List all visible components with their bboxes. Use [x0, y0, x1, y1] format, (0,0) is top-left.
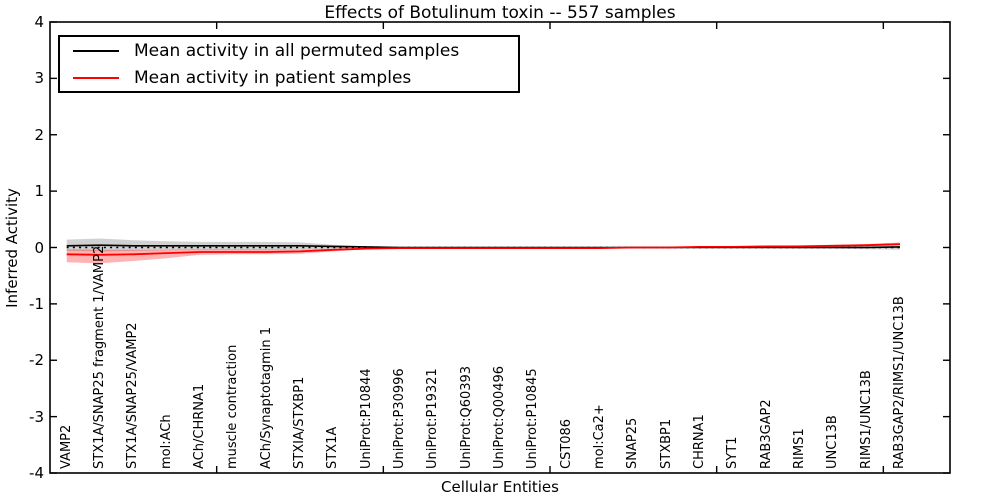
x-category-label: STX1A: [325, 426, 341, 469]
x-category-label: SYT1: [725, 436, 741, 469]
x-category-label: UniProt:Q60393: [458, 365, 474, 469]
legend-entry-permuted: Mean activity in all permuted samples: [60, 37, 518, 64]
chart-title: Effects of Botulinum toxin -- 557 sample…: [324, 3, 676, 23]
legend-entry-patient: Mean activity in patient samples: [60, 64, 518, 91]
y-tick-label: 2: [34, 125, 44, 144]
x-category-label: muscle contraction: [225, 344, 241, 469]
x-category-label: UniProt:P30996: [392, 368, 407, 469]
x-category-label: VAMP2: [58, 424, 74, 469]
x-category-label: UniProt:P10845: [525, 368, 541, 469]
legend: Mean activity in all permuted samples Me…: [58, 35, 520, 93]
y-tick-label: -1: [29, 294, 44, 313]
x-category-label: STX1A/SNAP25/VAMP2: [125, 322, 141, 469]
x-category-label: UniProt:P19321: [425, 368, 441, 469]
x-category-label: mol:ACh: [158, 414, 174, 469]
y-tick-label: -4: [29, 464, 44, 482]
x-category-label: ACh/Synaptotagmin 1: [258, 326, 274, 469]
x-category-label: CHRNA1: [692, 414, 707, 469]
y-tick-label: 4: [34, 13, 44, 31]
x-category-label: UniProt:Q00496: [492, 365, 507, 469]
x-category-label: STXIA/STXBP1: [292, 376, 307, 469]
y-tick-label: 1: [34, 182, 44, 201]
x-category-label: STXBP1: [658, 418, 674, 469]
y-tick-label: -3: [29, 407, 44, 426]
x-category-label: SNAP25: [625, 417, 641, 469]
x-category-label: STX1A/SNAP25 fragment 1/VAMP2: [92, 245, 107, 469]
x-category-label: UNC13B: [825, 415, 841, 469]
series-line-patient: [66, 243, 901, 256]
y-tick-label: 0: [34, 238, 44, 257]
x-category-label: RIMS1/UNC13B: [858, 370, 874, 469]
x-category-label: RAB3GAP2/RIMS1/UNC13B: [892, 296, 907, 469]
x-axis-label: Cellular Entities: [441, 478, 559, 496]
permuted-samples-band: [66, 238, 900, 252]
x-category-label: UniProt:P10844: [358, 368, 374, 469]
x-category-label: ACh/CHRNA1: [192, 383, 207, 469]
x-category-label: mol:Ca2+: [592, 404, 607, 469]
x-category-label: RIMS1: [792, 428, 807, 469]
legend-label-permuted: Mean activity in all permuted samples: [134, 40, 460, 61]
y-tick-label: -2: [29, 351, 44, 370]
legend-label-patient: Mean activity in patient samples: [134, 67, 412, 88]
x-category-label: CST086: [558, 418, 574, 469]
legend-line-sample-red-icon: [73, 76, 119, 79]
x-category-label: RAB3GAP2: [758, 399, 774, 469]
y-tick-label: 3: [34, 69, 44, 88]
legend-line-sample-black-icon: [73, 49, 119, 52]
